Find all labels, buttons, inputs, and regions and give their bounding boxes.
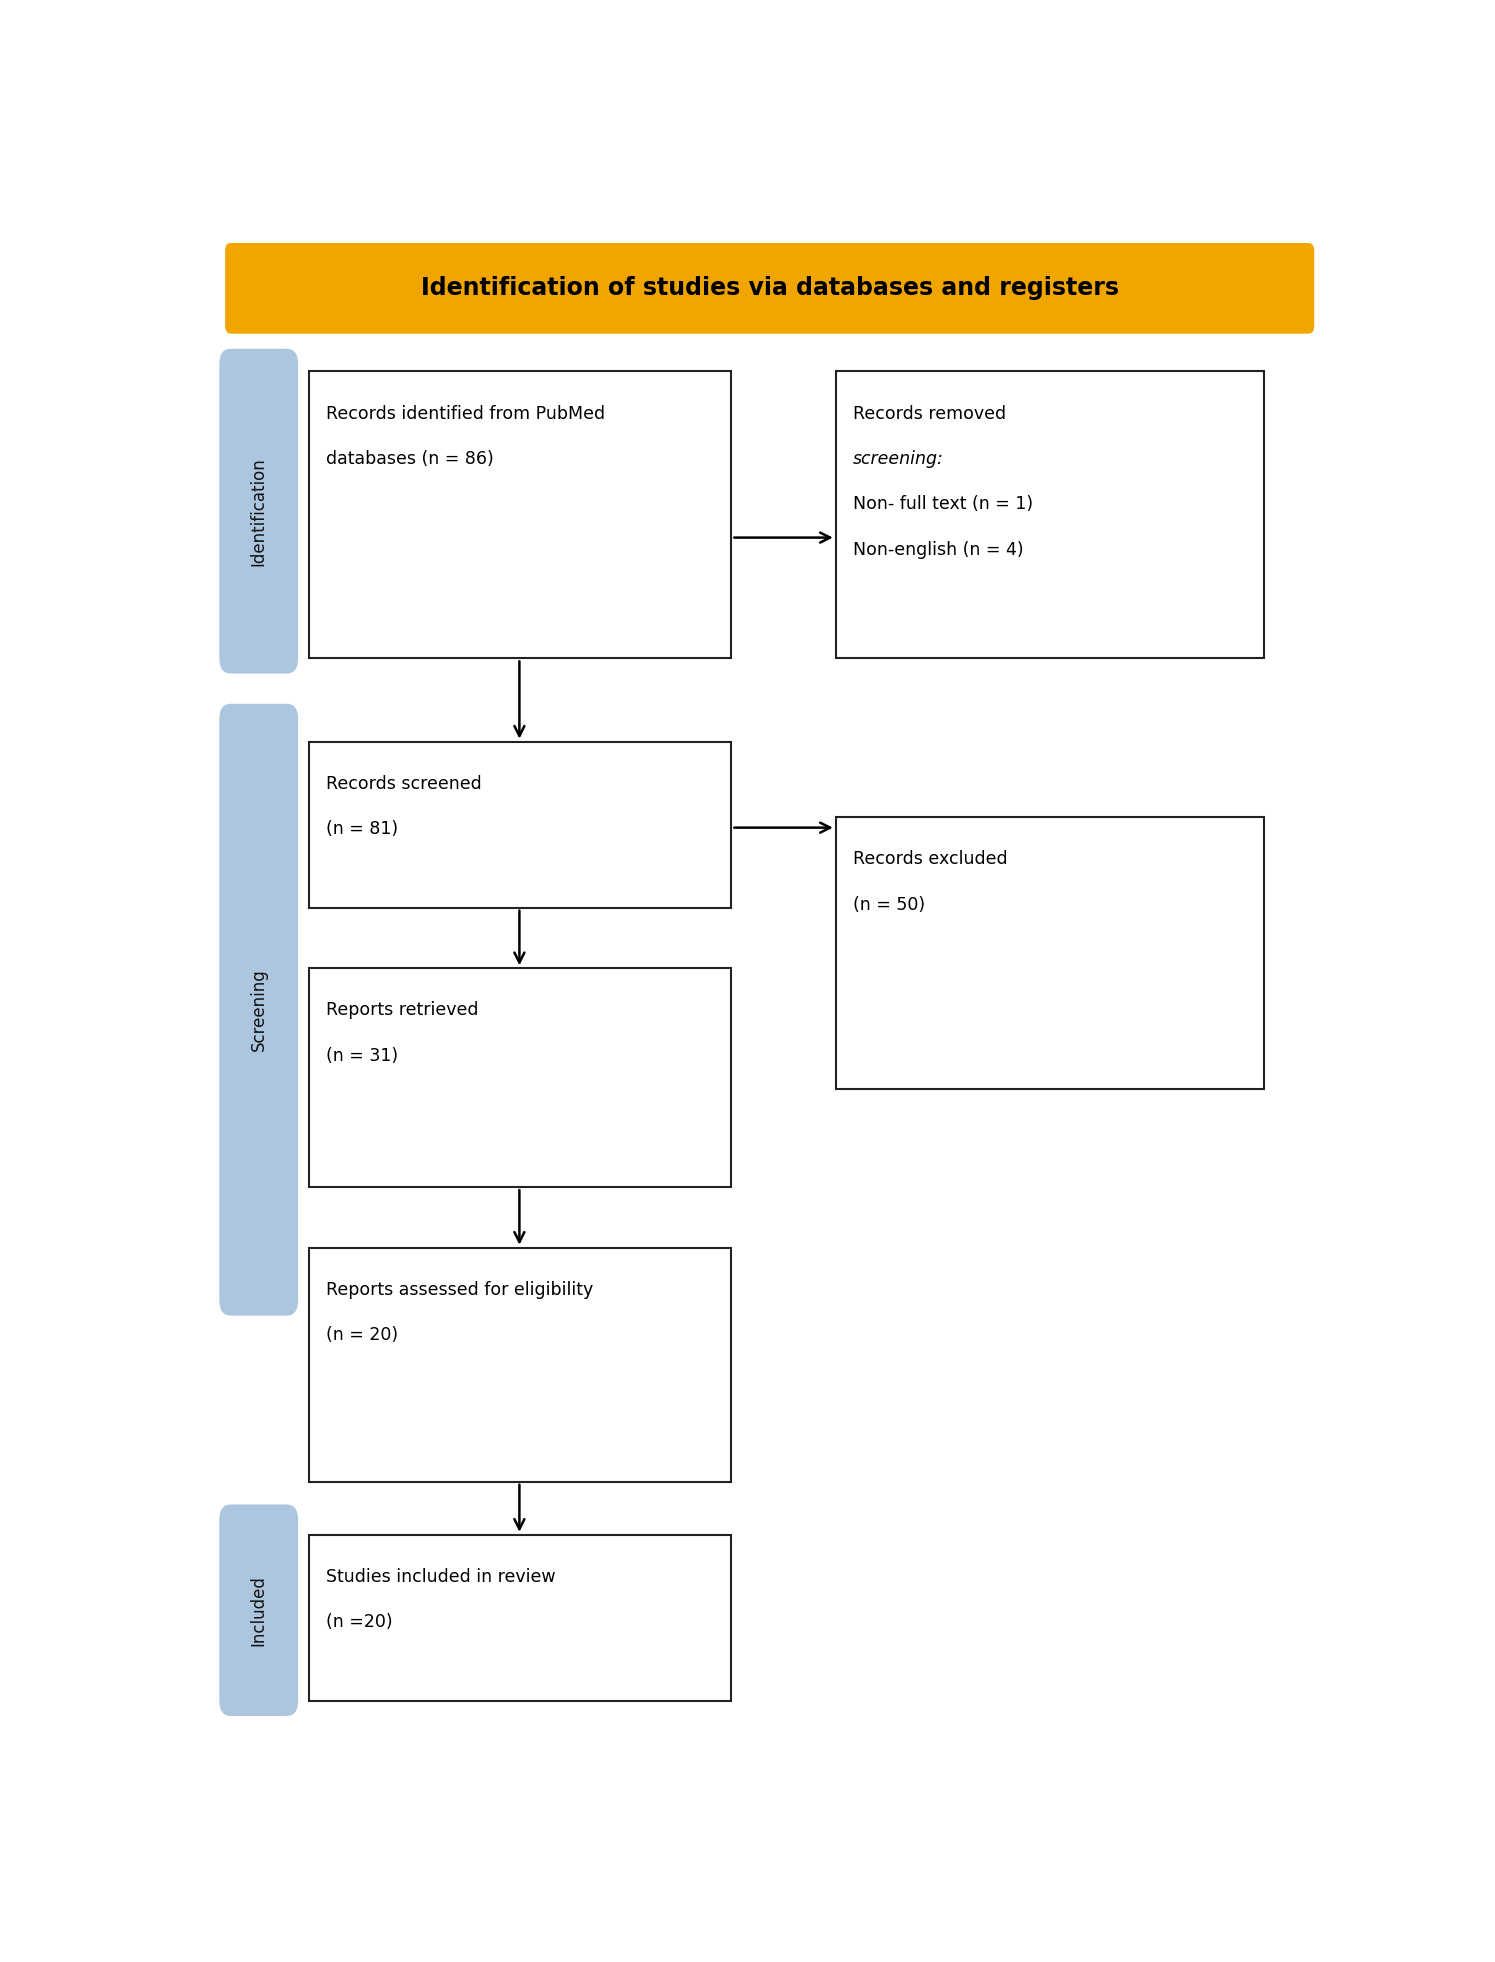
FancyBboxPatch shape	[226, 243, 1314, 334]
Bar	[308, 1534, 731, 1701]
Text: (n = 20): (n = 20)	[326, 1326, 398, 1344]
Text: (n = 81): (n = 81)	[326, 820, 398, 838]
Bar	[308, 967, 731, 1187]
Text: Included: Included	[250, 1575, 268, 1646]
Text: Records removed: Records removed	[854, 404, 1012, 422]
Text: (n = 50): (n = 50)	[854, 895, 925, 914]
Text: Records screened: Records screened	[326, 775, 481, 793]
FancyBboxPatch shape	[220, 349, 298, 673]
Text: Non- full text (n = 1): Non- full text (n = 1)	[854, 494, 1033, 514]
FancyBboxPatch shape	[220, 1505, 298, 1717]
Bar	[308, 1248, 731, 1481]
FancyBboxPatch shape	[220, 704, 298, 1317]
Bar	[308, 371, 731, 659]
Text: Identification of studies via databases and registers: Identification of studies via databases …	[420, 277, 1118, 300]
Bar	[308, 742, 731, 908]
Text: Identification: Identification	[250, 457, 268, 565]
Text: Reports assessed for eligibility: Reports assessed for eligibility	[326, 1281, 594, 1299]
Text: Non-english (n = 4): Non-english (n = 4)	[854, 542, 1024, 559]
Text: Studies included in review: Studies included in review	[326, 1568, 556, 1585]
Text: Records excluded: Records excluded	[854, 850, 1008, 869]
Text: databases (n = 86): databases (n = 86)	[326, 449, 493, 469]
Text: (n = 31): (n = 31)	[326, 1046, 398, 1065]
Text: Reports retrieved: Reports retrieved	[326, 1001, 478, 1020]
Text: screening:: screening:	[854, 449, 943, 469]
Text: (n =20): (n =20)	[326, 1613, 393, 1630]
Text: Screening: Screening	[250, 969, 268, 1052]
Bar	[836, 371, 1265, 659]
Text: Records identified from PubMed: Records identified from PubMed	[326, 404, 605, 422]
Bar	[836, 816, 1265, 1089]
